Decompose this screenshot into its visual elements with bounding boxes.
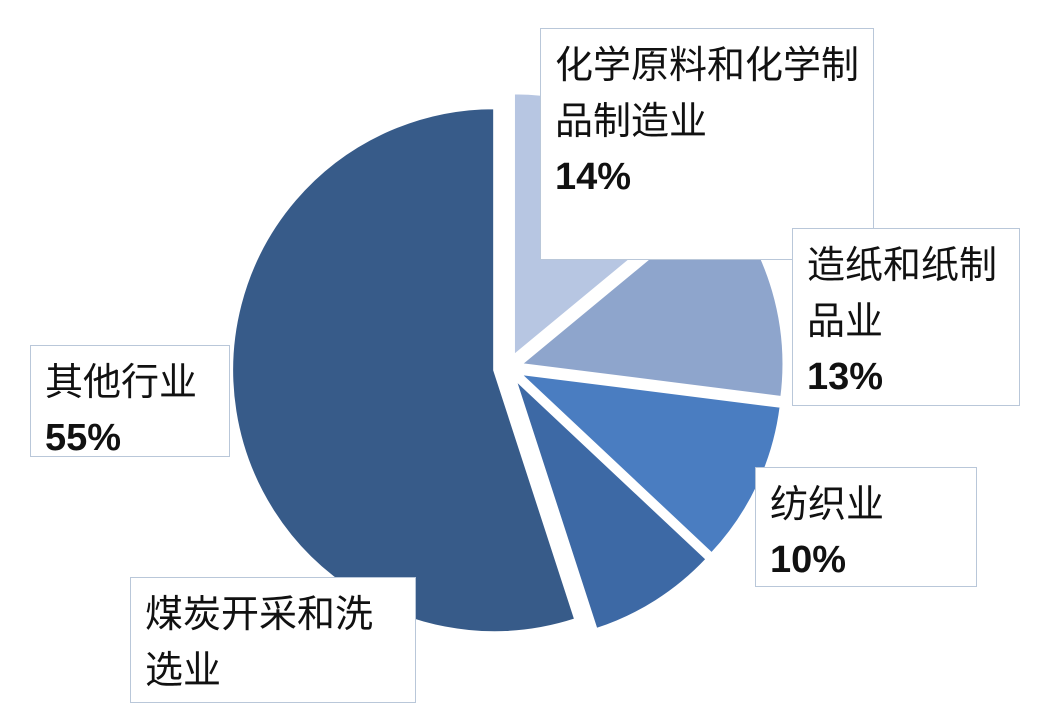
data-label: 纺织业 10% xyxy=(755,467,977,587)
slice-percent: 10% xyxy=(770,539,847,581)
pie-slice xyxy=(514,379,708,631)
slice-name: 造纸和纸制品业 xyxy=(807,243,998,343)
data-label: 化学原料和化学制品制造业 14% xyxy=(540,28,874,260)
data-label: 其他行业 55% xyxy=(30,345,230,459)
slice-name: 纺织业 xyxy=(770,482,885,526)
slice-percent: 13% xyxy=(807,356,884,398)
slice-name: 煤炭开采和洗选业 xyxy=(145,592,374,692)
slice-percent: 55% xyxy=(45,417,122,459)
data-label: 造纸和纸制品业 13% xyxy=(792,228,1020,406)
slice-percent: 14% xyxy=(555,156,632,198)
pie-slice xyxy=(231,107,577,634)
data-label: 煤炭开采和洗选业 xyxy=(130,577,416,703)
slice-name: 化学原料和化学制品制造业 xyxy=(555,43,860,143)
slice-name: 其他行业 xyxy=(45,360,198,404)
